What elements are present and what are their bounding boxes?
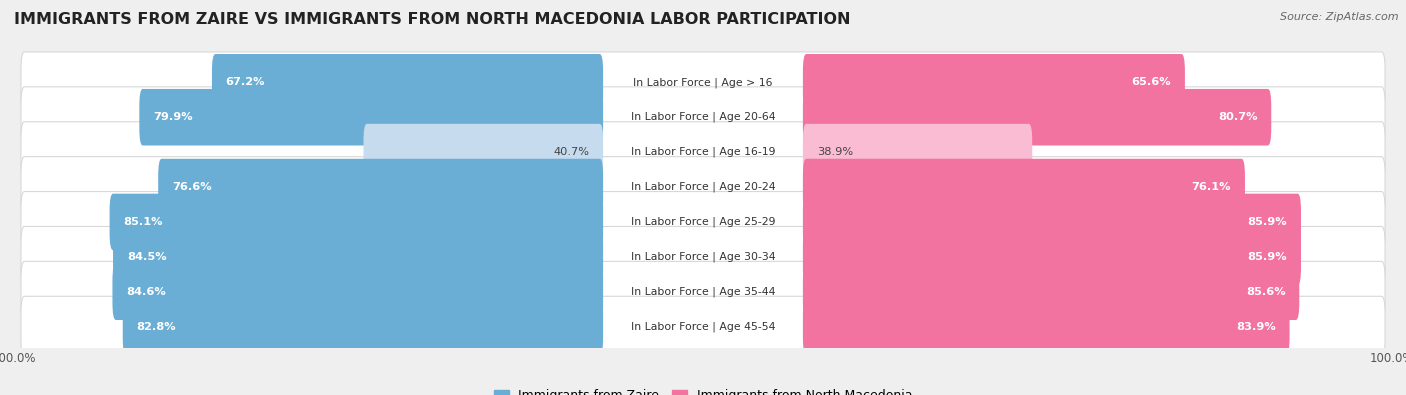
- FancyBboxPatch shape: [21, 87, 1385, 148]
- Text: 85.9%: 85.9%: [1247, 217, 1288, 227]
- Text: 82.8%: 82.8%: [136, 322, 176, 332]
- FancyBboxPatch shape: [112, 229, 603, 285]
- FancyBboxPatch shape: [803, 159, 1244, 215]
- Text: In Labor Force | Age 35-44: In Labor Force | Age 35-44: [631, 286, 775, 297]
- FancyBboxPatch shape: [21, 226, 1385, 287]
- Text: 85.9%: 85.9%: [1247, 252, 1288, 262]
- FancyBboxPatch shape: [803, 124, 1032, 181]
- FancyBboxPatch shape: [803, 89, 1271, 145]
- FancyBboxPatch shape: [21, 157, 1385, 217]
- Text: 38.9%: 38.9%: [817, 147, 853, 157]
- FancyBboxPatch shape: [139, 89, 603, 145]
- FancyBboxPatch shape: [21, 192, 1385, 252]
- FancyBboxPatch shape: [112, 263, 603, 320]
- FancyBboxPatch shape: [21, 296, 1385, 357]
- Text: 84.5%: 84.5%: [127, 252, 166, 262]
- Text: 65.6%: 65.6%: [1132, 77, 1171, 87]
- Text: In Labor Force | Age > 16: In Labor Force | Age > 16: [633, 77, 773, 88]
- FancyBboxPatch shape: [212, 54, 603, 111]
- Text: 85.1%: 85.1%: [124, 217, 163, 227]
- FancyBboxPatch shape: [21, 52, 1385, 113]
- Text: 76.1%: 76.1%: [1192, 182, 1232, 192]
- Text: In Labor Force | Age 20-24: In Labor Force | Age 20-24: [631, 182, 775, 192]
- Text: 67.2%: 67.2%: [226, 77, 266, 87]
- FancyBboxPatch shape: [803, 229, 1301, 285]
- Text: 83.9%: 83.9%: [1236, 322, 1275, 332]
- Text: 40.7%: 40.7%: [554, 147, 589, 157]
- FancyBboxPatch shape: [803, 54, 1185, 111]
- FancyBboxPatch shape: [803, 298, 1289, 355]
- Text: In Labor Force | Age 16-19: In Labor Force | Age 16-19: [631, 147, 775, 157]
- Text: In Labor Force | Age 25-29: In Labor Force | Age 25-29: [631, 217, 775, 227]
- Text: In Labor Force | Age 20-64: In Labor Force | Age 20-64: [631, 112, 775, 122]
- Text: Source: ZipAtlas.com: Source: ZipAtlas.com: [1281, 12, 1399, 22]
- Text: 76.6%: 76.6%: [172, 182, 212, 192]
- Text: 85.6%: 85.6%: [1246, 287, 1285, 297]
- Text: In Labor Force | Age 45-54: In Labor Force | Age 45-54: [631, 322, 775, 332]
- Legend: Immigrants from Zaire, Immigrants from North Macedonia: Immigrants from Zaire, Immigrants from N…: [488, 384, 918, 395]
- FancyBboxPatch shape: [159, 159, 603, 215]
- Text: In Labor Force | Age 30-34: In Labor Force | Age 30-34: [631, 252, 775, 262]
- FancyBboxPatch shape: [803, 194, 1301, 250]
- Text: 84.6%: 84.6%: [127, 287, 166, 297]
- FancyBboxPatch shape: [122, 298, 603, 355]
- Text: IMMIGRANTS FROM ZAIRE VS IMMIGRANTS FROM NORTH MACEDONIA LABOR PARTICIPATION: IMMIGRANTS FROM ZAIRE VS IMMIGRANTS FROM…: [14, 12, 851, 27]
- Text: 79.9%: 79.9%: [153, 112, 193, 122]
- FancyBboxPatch shape: [364, 124, 603, 181]
- FancyBboxPatch shape: [21, 261, 1385, 322]
- Text: 80.7%: 80.7%: [1218, 112, 1257, 122]
- FancyBboxPatch shape: [21, 122, 1385, 182]
- FancyBboxPatch shape: [110, 194, 603, 250]
- FancyBboxPatch shape: [803, 263, 1299, 320]
